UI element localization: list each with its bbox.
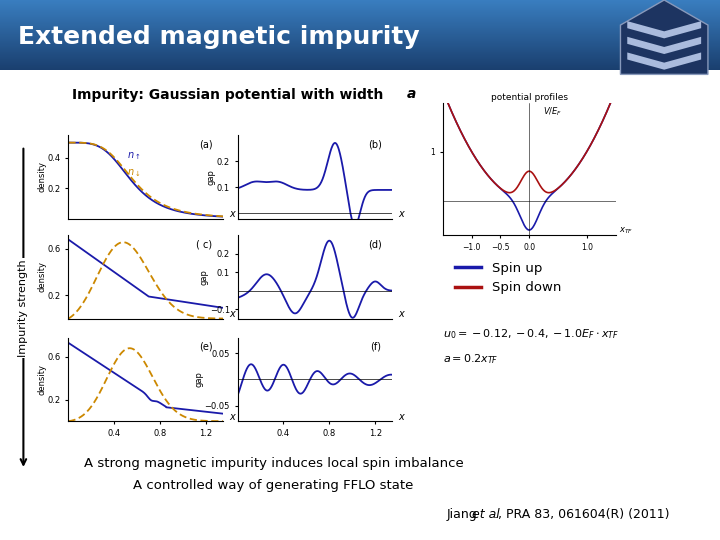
Text: Impurity strength: Impurity strength (19, 259, 28, 356)
Text: x: x (230, 411, 235, 422)
Legend: Spin up, Spin down: Spin up, Spin down (449, 256, 566, 300)
Text: $n_\downarrow$: $n_\downarrow$ (127, 168, 141, 179)
Polygon shape (627, 37, 701, 54)
Text: A controlled way of generating FFLO state: A controlled way of generating FFLO stat… (133, 478, 414, 492)
Text: Impurity: Gaussian potential with width: Impurity: Gaussian potential with width (72, 87, 388, 102)
Text: x: x (399, 209, 405, 219)
Text: ( c): ( c) (197, 239, 212, 249)
Text: x: x (399, 309, 405, 319)
Y-axis label: gap: gap (207, 169, 215, 185)
Text: Extended magnetic impurity: Extended magnetic impurity (18, 24, 420, 49)
Y-axis label: density: density (37, 261, 46, 292)
Polygon shape (627, 21, 701, 38)
Text: x: x (230, 309, 235, 319)
Text: $V/E_F$: $V/E_F$ (543, 105, 562, 118)
Text: $x_{TF}$: $x_{TF}$ (619, 225, 634, 236)
Text: x: x (230, 209, 235, 219)
Y-axis label: gap: gap (194, 372, 203, 387)
Y-axis label: gap: gap (199, 269, 209, 285)
Polygon shape (627, 52, 701, 70)
Text: (d): (d) (368, 239, 382, 249)
Text: (f): (f) (371, 342, 382, 352)
Text: x: x (399, 411, 405, 422)
Polygon shape (621, 0, 708, 75)
Title: potential profiles: potential profiles (491, 93, 567, 102)
Text: $a = 0.2x_{TF}$: $a = 0.2x_{TF}$ (443, 352, 498, 366)
Text: Jiang: Jiang (446, 508, 481, 522)
Text: (a): (a) (199, 139, 212, 149)
Y-axis label: density: density (37, 364, 46, 395)
Text: (b): (b) (368, 139, 382, 149)
Text: (e): (e) (199, 342, 212, 352)
Text: ., PRA 83, 061604(R) (2011): ., PRA 83, 061604(R) (2011) (494, 508, 670, 522)
Text: et al: et al (472, 508, 500, 522)
Text: $u_0 = -0.12, -0.4, -1.0E_F \cdot x_{TF}$: $u_0 = -0.12, -0.4, -1.0E_F \cdot x_{TF}… (443, 327, 619, 341)
Text: $n_\uparrow$: $n_\uparrow$ (127, 151, 141, 162)
Y-axis label: density: density (37, 161, 46, 192)
Text: a: a (407, 87, 416, 102)
Text: A strong magnetic impurity induces local spin imbalance: A strong magnetic impurity induces local… (84, 457, 464, 470)
